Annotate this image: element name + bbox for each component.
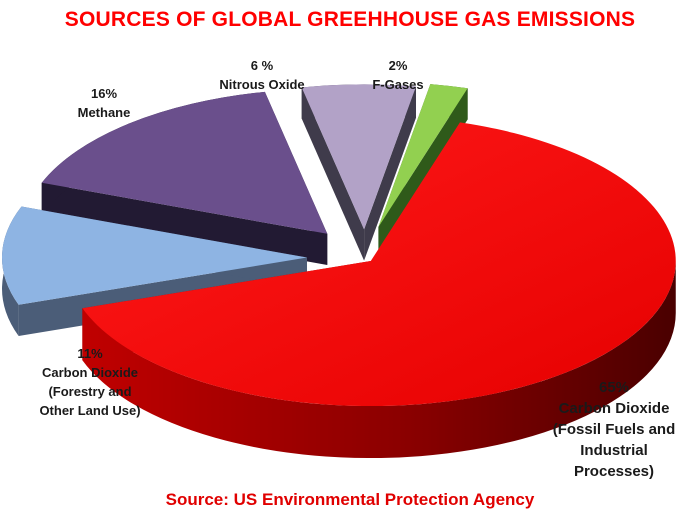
slice-side-wall xyxy=(364,86,417,261)
slice-label: 65% Carbon Dioxide (Fossil Fuels and Indust… xyxy=(553,379,676,480)
pie-slice xyxy=(41,91,328,265)
slice-label: 6 % Nitrous Oxide xyxy=(219,58,304,92)
slice-top xyxy=(41,91,328,234)
slice-label: 11% Carbon Dioxide (Forestry and Other Land… xyxy=(39,346,140,418)
slice-top xyxy=(82,122,676,407)
chart-title: SOURCES OF GLOBAL GREEHHOUSE GAS EMISSIO… xyxy=(64,8,636,31)
slice-side-wall xyxy=(82,261,676,459)
pie-slice xyxy=(82,122,676,459)
slice-label: 2% F-Gases xyxy=(372,58,423,92)
slice-side-wall xyxy=(41,182,328,265)
slice-side-wall xyxy=(301,87,365,261)
slice-top xyxy=(301,84,417,230)
slice-top xyxy=(2,206,308,305)
source-note: Source: US Environmental Protection Agen… xyxy=(165,490,535,509)
pie-slice xyxy=(301,84,417,261)
slice-top xyxy=(378,84,468,227)
slice-label: 16% Methane xyxy=(78,86,131,120)
